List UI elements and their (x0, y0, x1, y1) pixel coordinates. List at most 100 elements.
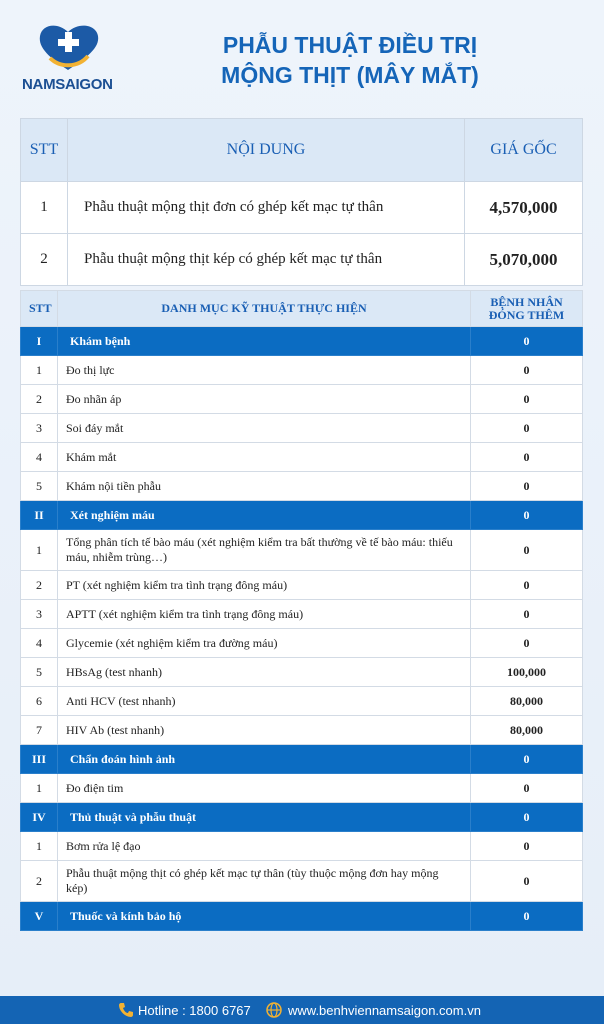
cell: V (20, 901, 58, 931)
row: 2 PT (xét nghiệm kiểm tra tình trạng đông… (20, 570, 583, 600)
title-line: PHẪU THUẬT ĐIỀU TRỊ (222, 32, 478, 58)
header-row: STT NỘI DUNG GIÁ GỐC (20, 118, 583, 182)
amount: 0 (470, 413, 583, 443)
section-row: III Chẩn đoán hình ảnh 0 (20, 744, 583, 774)
row: 1 Đo điện tim 0 (20, 773, 583, 803)
row: 2 Phẫu thuật mộng thịt có ghép kết mạc tự… (20, 860, 583, 902)
row: 1 Phẫu thuật mộng thịt đơn có ghép kết m… (20, 181, 583, 234)
cell: 4 (20, 442, 58, 472)
header-cell: GIÁ GỐC (464, 118, 583, 182)
amount: 0 (470, 500, 583, 530)
cell: 2 (20, 860, 58, 902)
header-cell: NỘI DUNG (67, 118, 465, 182)
cell: II (20, 500, 58, 530)
amount: 0 (470, 773, 583, 803)
detail-body: STT DANH MỤC KỸ THUẬT THỰC HIỆN BỆNH NHÂ… (20, 290, 583, 931)
logo-text: NAMSAIGON (22, 76, 113, 93)
row: 2 Phẫu thuật mộng thịt kép có ghép kết m… (20, 233, 583, 286)
cell: HIV Ab (test nhanh) (57, 715, 471, 745)
section-row: IV Thủ thuật và phẫu thuật 0 (20, 802, 583, 832)
row: 4 Glycemie (xét nghiệm kiểm tra đường máu… (20, 628, 583, 658)
globe-icon (266, 1002, 282, 1018)
title: PHẪU THUẬT ĐIỀU TRỊ MỘNG THỊT (MÂY MẮT) (150, 30, 550, 90)
cell: III (20, 744, 58, 774)
cell: Phẫu thuật mộng thịt đơn có ghép kết mạc… (67, 181, 465, 234)
logo (39, 25, 99, 70)
amount: 0 (470, 860, 583, 902)
cell: Tổng phân tích tế bào máu (xét nghiệm ki… (57, 529, 471, 571)
row: 3 APTT (xét nghiệm kiểm tra tình trạng đô… (20, 599, 583, 629)
amount: 0 (470, 471, 583, 501)
amount: 0 (470, 326, 583, 356)
cell: PT (xét nghiệm kiểm tra tình trạng đông … (57, 570, 471, 600)
price: 4,570,000 (464, 181, 583, 234)
cell: 1 (20, 831, 58, 861)
cell: Khám nội tiền phẫu (57, 471, 471, 501)
cell: 2 (20, 233, 68, 286)
section-row: V Thuốc và kính bảo hộ 0 (20, 901, 583, 931)
header-cell: STT (20, 290, 58, 327)
cell: Chẩn đoán hình ảnh (57, 744, 471, 774)
title-line: MỘNG THỊT (MÂY MẮT) (221, 62, 479, 88)
cell: 3 (20, 413, 58, 443)
row: 5 Khám nội tiền phẫu 0 (20, 471, 583, 501)
cell: 2 (20, 570, 58, 600)
row: 7 HIV Ab (test nhanh) 80,000 (20, 715, 583, 745)
amount: 0 (470, 628, 583, 658)
cell: Soi đáy mắt (57, 413, 471, 443)
row: 1 Đo thị lực 0 (20, 355, 583, 385)
row: 4 Khám mắt 0 (20, 442, 583, 472)
price: 5,070,000 (464, 233, 583, 286)
row: 6 Anti HCV (test nhanh) 80,000 (20, 686, 583, 716)
cell: 2 (20, 384, 58, 414)
row: 1 Tổng phân tích tế bào máu (xét nghiệm k… (20, 529, 583, 571)
cell: Anti HCV (test nhanh) (57, 686, 471, 716)
cell: 3 (20, 599, 58, 629)
row: 1 Bơm rửa lệ đạo 0 (20, 831, 583, 861)
amount: 0 (470, 384, 583, 414)
cell: Thủ thuật và phẫu thuật (57, 802, 471, 832)
detail-table: STT DANH MỤC KỸ THUẬT THỰC HIỆN BỆNH NHÂ… (20, 290, 583, 931)
website[interactable]: www.benhviennamsaigon.com.vn (288, 1003, 481, 1018)
cell: Phẫu thuật mộng thịt có ghép kết mạc tự … (57, 860, 471, 902)
amount: 0 (470, 355, 583, 385)
cell: Đo thị lực (57, 355, 471, 385)
cell: Khám mắt (57, 442, 471, 472)
header-row: STT DANH MỤC KỸ THUẬT THỰC HIỆN BỆNH NHÂ… (20, 290, 583, 327)
cell: 5 (20, 471, 58, 501)
cell: IV (20, 802, 58, 832)
amount: 0 (470, 901, 583, 931)
amount: 100,000 (470, 657, 583, 687)
cell: I (20, 326, 58, 356)
price-table: STT NỘI DUNG GIÁ GỐC 1 Phẫu thuật mộng t… (20, 118, 583, 286)
cell: Glycemie (xét nghiệm kiểm tra đường máu) (57, 628, 471, 658)
cell: 1 (20, 773, 58, 803)
amount: 80,000 (470, 686, 583, 716)
cell: 5 (20, 657, 58, 687)
header-cell: BỆNH NHÂN ĐÓNG THÊM (470, 290, 583, 327)
cell: 4 (20, 628, 58, 658)
cell: 6 (20, 686, 58, 716)
cell: 1 (20, 355, 58, 385)
cell: Xét nghiệm máu (57, 500, 471, 530)
cell: Khám bệnh (57, 326, 471, 356)
cell: Đo nhãn áp (57, 384, 471, 414)
row: 3 Soi đáy mắt 0 (20, 413, 583, 443)
header-cell: STT (20, 118, 68, 182)
cell: HBsAg (test nhanh) (57, 657, 471, 687)
cell: APTT (xét nghiệm kiểm tra tình trạng đôn… (57, 599, 471, 629)
row: 5 HBsAg (test nhanh) 100,000 (20, 657, 583, 687)
footer: Hotline : 1800 6767 www.benhviennamsaigo… (0, 996, 604, 1024)
cell: Thuốc và kính bảo hộ (57, 901, 471, 931)
cell: 1 (20, 181, 68, 234)
amount: 0 (470, 831, 583, 861)
section-row: II Xét nghiệm máu 0 (20, 500, 583, 530)
phone-icon (119, 1003, 133, 1017)
amount: 0 (470, 529, 583, 571)
section-row: I Khám bệnh 0 (20, 326, 583, 356)
amount: 0 (470, 442, 583, 472)
amount: 80,000 (470, 715, 583, 745)
cell: Phẫu thuật mộng thịt kép có ghép kết mạc… (67, 233, 465, 286)
amount: 0 (470, 599, 583, 629)
